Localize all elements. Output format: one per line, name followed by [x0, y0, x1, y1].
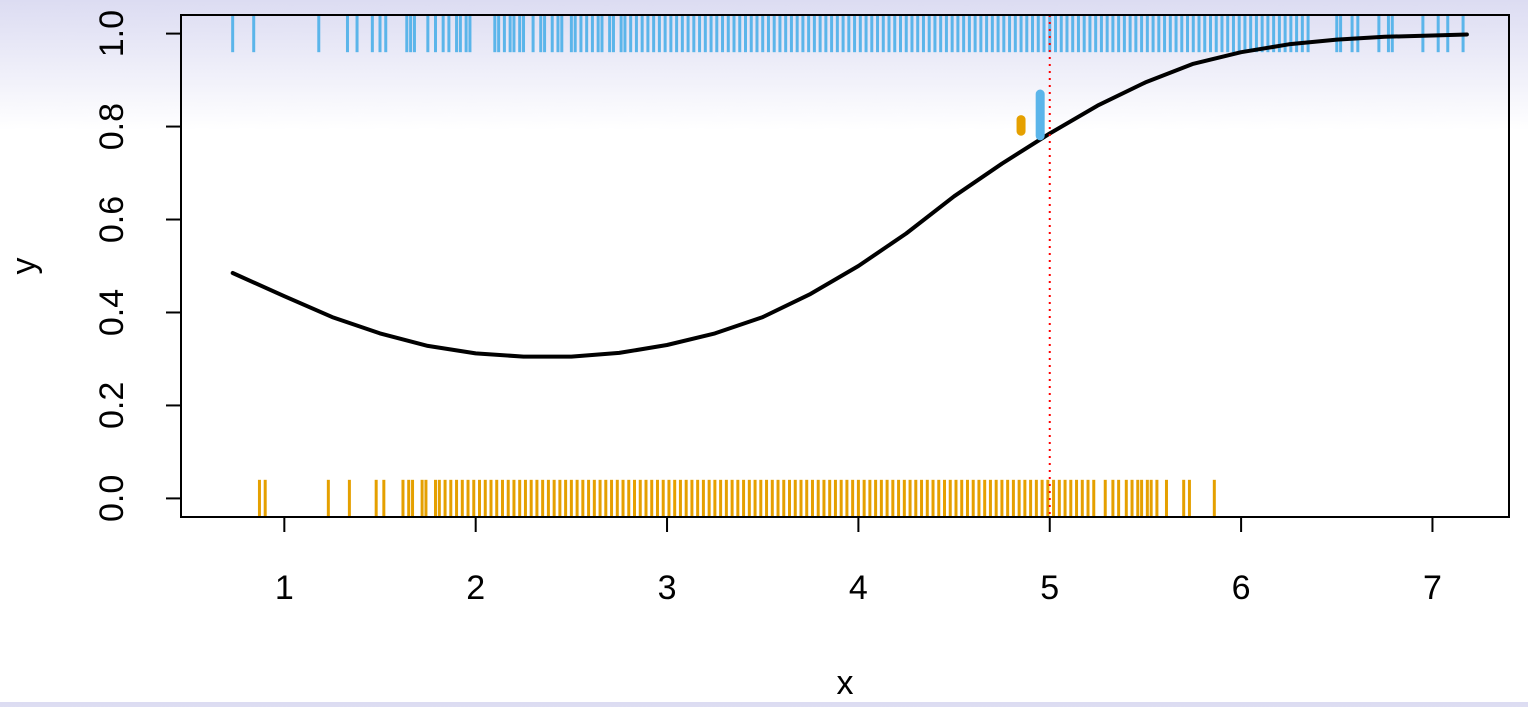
x-tick-label: 7 [1423, 569, 1442, 607]
x-tick-label: 2 [466, 569, 485, 607]
x-tick-label: 3 [658, 569, 677, 607]
y-tick-label: 0.6 [93, 196, 131, 243]
y-tick-label: 0.4 [93, 289, 131, 336]
curve-layer [230, 32, 1469, 359]
y-tick-label: 0.8 [93, 103, 131, 150]
y-tick-label: 1.0 [93, 10, 131, 57]
rug-y0-group [257, 479, 1216, 516]
y-axis-title: y [5, 258, 43, 275]
rug-y1-group [231, 16, 1465, 53]
plot-frame [180, 14, 1510, 518]
fitted-curve [230, 32, 1469, 359]
x-tick-label: 4 [849, 569, 868, 607]
marker-layer [1016, 89, 1045, 141]
x-tick-label: 1 [275, 569, 294, 607]
x-axis-title: x [837, 664, 854, 702]
x-tick-label: 5 [1040, 569, 1059, 607]
y-tick-label: 0.2 [93, 382, 131, 429]
x-tick-label: 6 [1232, 569, 1251, 607]
axes: 1 2 3 4 5 6 7 0.0 0.2 0.4 0.6 0.8 1.0 [93, 10, 1510, 607]
y-tick-label: 0.0 [93, 475, 131, 522]
